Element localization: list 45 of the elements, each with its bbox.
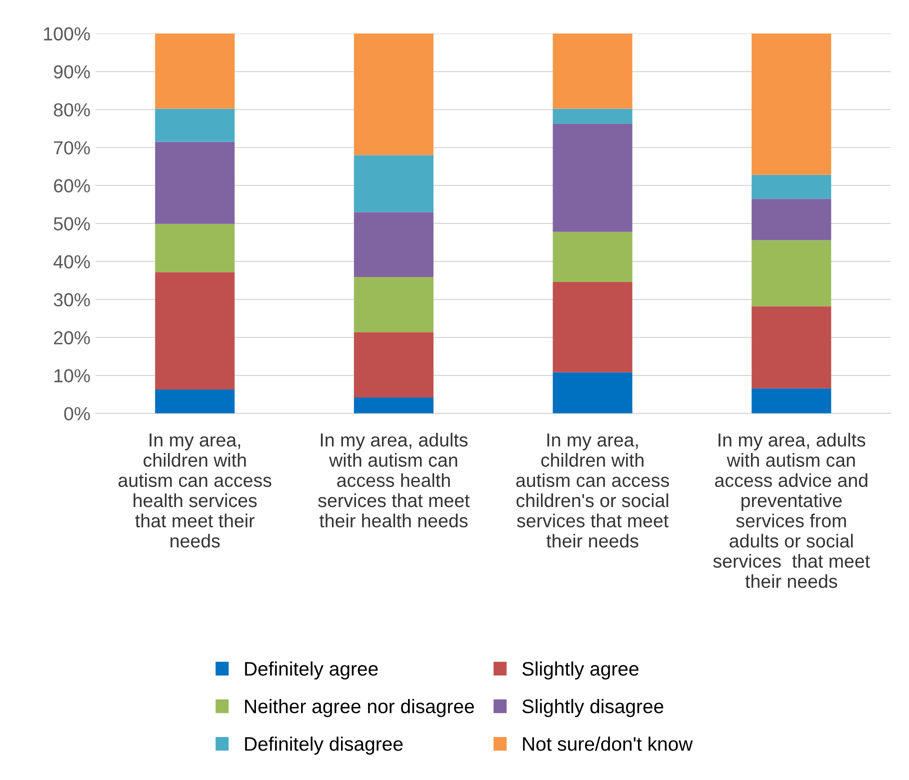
y-tick-label: 80% — [54, 103, 90, 116]
x-tick-label: In my area, children with autism can access children's or social services that meet their needs — [516, 434, 669, 548]
legend-label: Definitely disagree — [245, 736, 403, 755]
bar — [354, 212, 434, 278]
bar — [155, 108, 235, 142]
bar — [354, 277, 434, 332]
legend-label: Definitely agree — [245, 661, 378, 680]
bar — [354, 155, 434, 212]
bar — [752, 306, 832, 388]
bar — [552, 232, 632, 282]
y-tick-label: 50% — [54, 217, 90, 230]
bar — [752, 174, 832, 199]
y-tick-label: 30% — [54, 293, 90, 306]
y-tick-label: 20% — [54, 331, 90, 344]
bar — [552, 108, 632, 124]
legend-label: Neither agree nor disagree — [245, 699, 474, 718]
bar — [552, 282, 632, 372]
x-tick-label: In my area, adults with autism can access health services that meet their health needs — [318, 432, 470, 528]
bar — [354, 332, 434, 398]
bar — [552, 34, 632, 109]
x-tick-label: In my area, adults with autism can access advice and preventative services from adults or social services that meet their needs — [713, 432, 870, 588]
y-tick-label: 60% — [54, 179, 90, 192]
bar — [155, 389, 235, 414]
bar — [354, 397, 434, 414]
y-tick-label: 40% — [53, 255, 90, 268]
bar — [354, 34, 434, 156]
bar — [552, 124, 632, 232]
bar — [552, 372, 632, 414]
bar — [155, 34, 235, 109]
y-tick-label: 70% — [54, 141, 90, 154]
y-tick-label: 100% — [44, 27, 90, 41]
bar — [752, 198, 832, 240]
bar — [155, 272, 235, 390]
legend-label: Not sure/don't know — [523, 736, 693, 751]
x-tick-label: In my area, children with autism can access health services that meet their needs — [118, 434, 272, 548]
bar — [752, 388, 832, 414]
legend-label: Slightly agree — [522, 661, 638, 680]
y-tick-label: 10% — [54, 369, 90, 382]
legend-label: Slightly disagree — [522, 699, 664, 718]
bar — [752, 240, 832, 306]
y-tick-label: 90% — [54, 65, 90, 79]
y-tick-label: 0% — [64, 407, 90, 420]
bar — [155, 224, 235, 272]
bar — [752, 34, 832, 175]
bar — [155, 142, 235, 224]
